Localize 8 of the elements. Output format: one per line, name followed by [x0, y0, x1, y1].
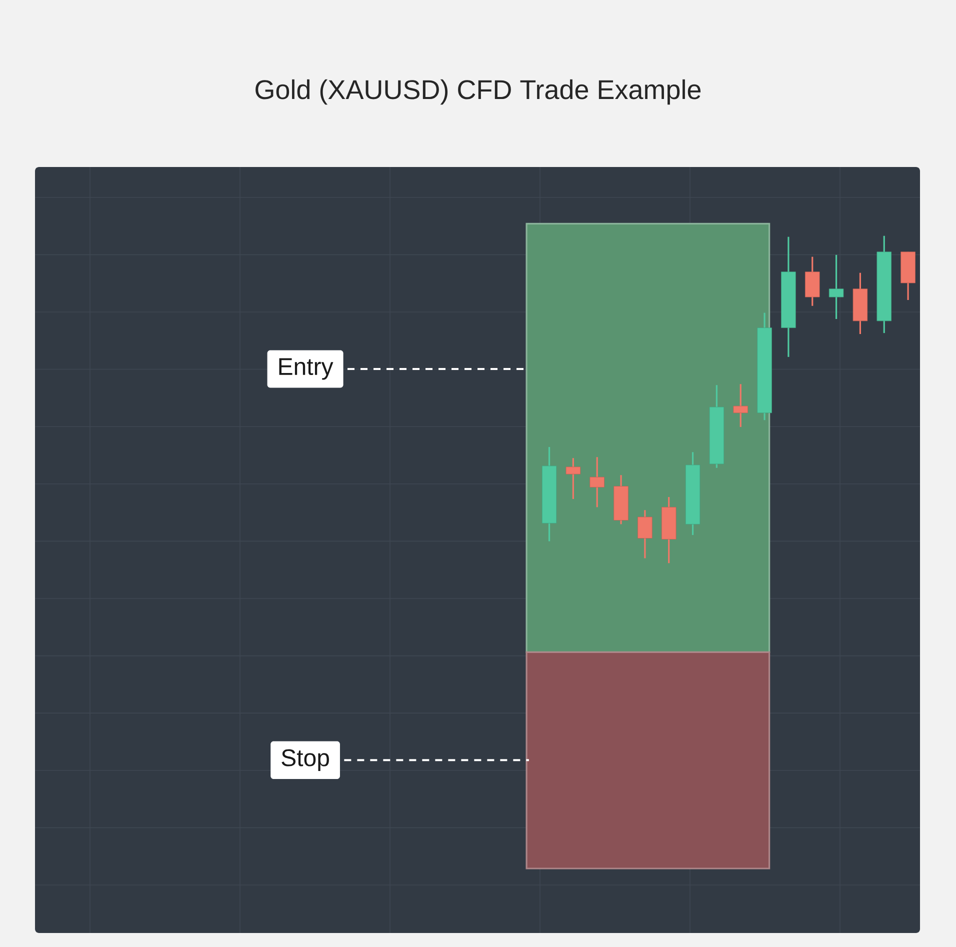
- candlestick: [733, 383, 748, 428]
- chart-title: Gold (XAUUSD) CFD Trade Example: [256, 79, 701, 105]
- candlestick: [638, 509, 652, 560]
- candlestick: [566, 457, 581, 500]
- candlestick: [828, 254, 844, 320]
- ref-line-label: Entry: [279, 358, 334, 380]
- candlestick: [590, 456, 604, 508]
- ref-line-label: Stop: [282, 749, 329, 772]
